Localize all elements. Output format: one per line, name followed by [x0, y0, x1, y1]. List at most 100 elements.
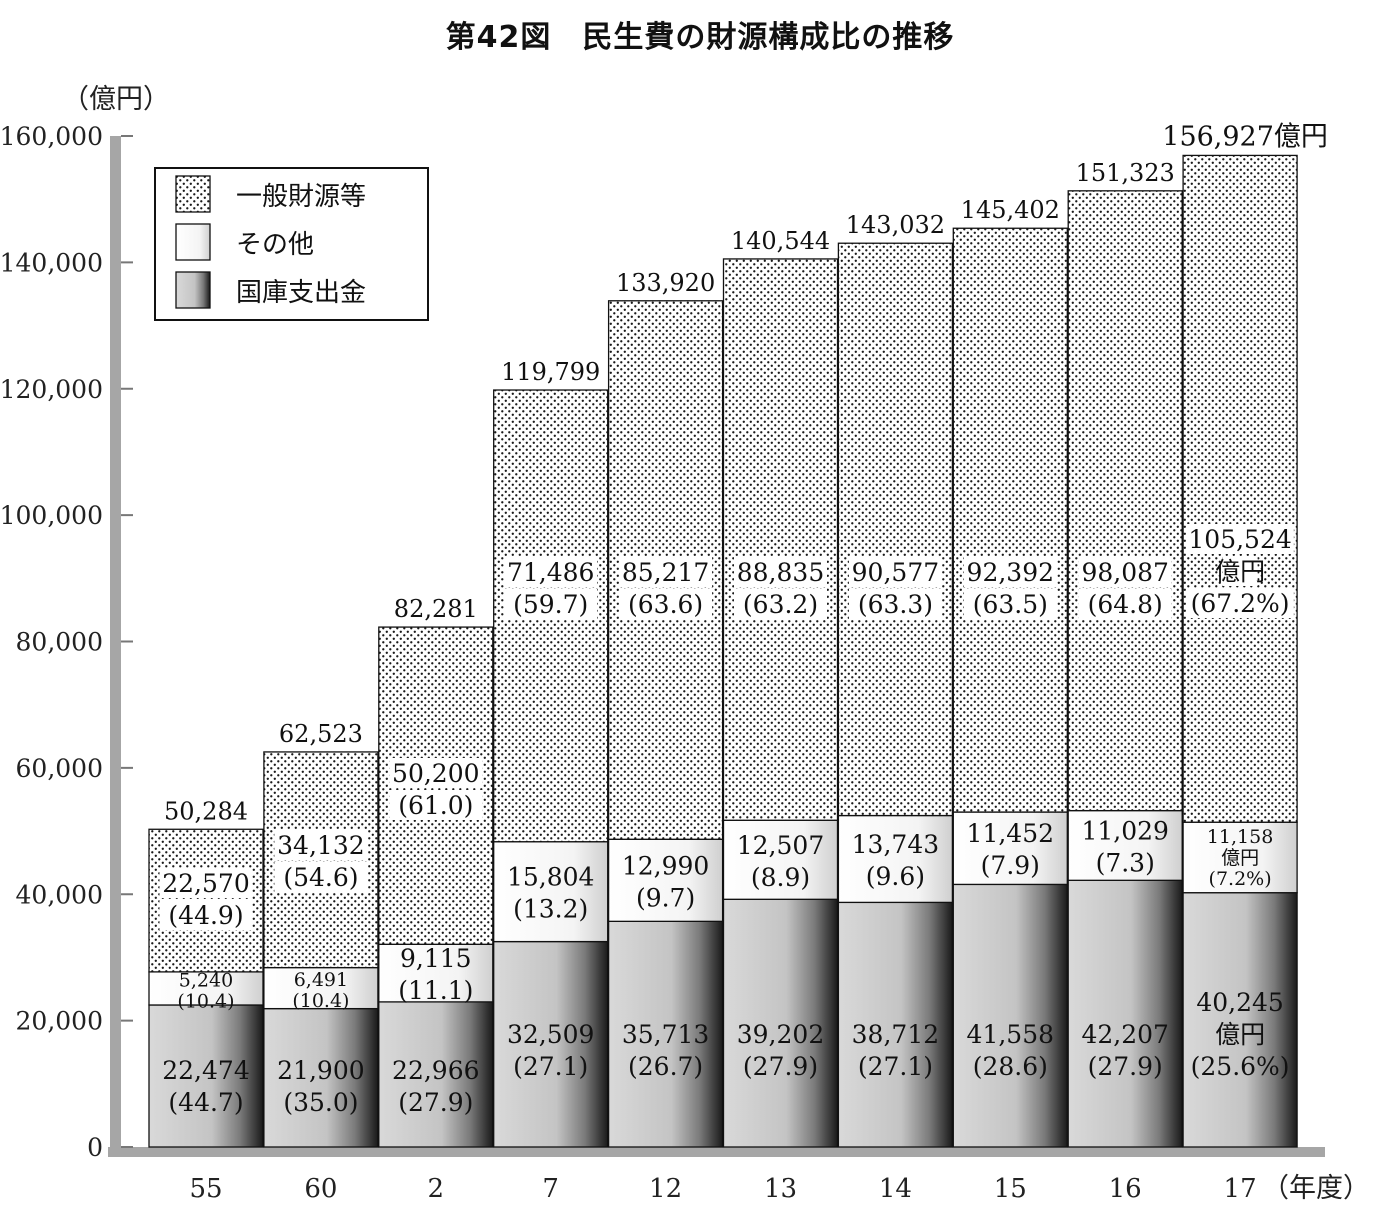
- segment-value-label: 41,558: [967, 1020, 1054, 1049]
- segment-value-label: 22,474: [162, 1056, 249, 1085]
- bar-segment-sonota: [263, 966, 379, 1010]
- bar-segment-sonota: [378, 943, 494, 1003]
- segment-value-label: 71,486: [507, 558, 594, 587]
- label-background: [734, 557, 827, 587]
- x-tick-label: 15: [994, 1174, 1027, 1204]
- segment-value-label: 5,240: [179, 969, 233, 991]
- legend-swatch: [175, 271, 211, 309]
- segment-value-label: 105,524: [1188, 525, 1291, 554]
- segment-value-label: 億円: [1215, 1020, 1265, 1049]
- legend-label: 一般財源等: [236, 182, 366, 212]
- segment-value-label: 50,200: [392, 759, 479, 788]
- bar-segment-ippan: [1067, 190, 1183, 812]
- segment-value-label: (59.7): [513, 590, 588, 619]
- segment-value-label: (64.8): [1088, 590, 1163, 619]
- segment-value-label: 90,577: [852, 558, 939, 587]
- segment-value-label: 32,509: [507, 1020, 594, 1049]
- label-background: [274, 862, 368, 892]
- label-background: [963, 589, 1057, 619]
- segment-value-label: 88,835: [737, 558, 824, 587]
- segment-value-label: 11,029: [1081, 816, 1168, 845]
- y-tick-label: 0: [87, 1133, 103, 1162]
- segment-value-label: 12,990: [622, 851, 709, 880]
- label-background: [619, 589, 713, 619]
- bar-total-label: 133,920: [616, 269, 715, 297]
- legend-swatch: [175, 223, 211, 261]
- segment-value-label: (7.2%): [1209, 868, 1272, 890]
- y-tick-label: 120,000: [0, 375, 103, 404]
- bar-segment-sonota: [837, 814, 954, 904]
- bar-segment-sonota: [493, 841, 609, 943]
- segment-value-label: 98,087: [1081, 558, 1168, 587]
- bar-total-label: 62,523: [279, 720, 363, 748]
- segment-value-label: 39,202: [737, 1020, 824, 1049]
- segment-value-label: (44.9): [168, 901, 243, 930]
- segment-value-label: (35.0): [283, 1088, 358, 1117]
- segment-value-label: 6,491: [294, 969, 348, 991]
- bar-segment-kokko: [263, 1007, 379, 1148]
- segment-value-label: 11,158: [1207, 826, 1273, 848]
- segment-value-label: 38,712: [852, 1020, 939, 1049]
- bar-total-label: 140,544: [731, 227, 830, 255]
- y-tick-label: 40,000: [16, 880, 103, 909]
- segment-value-label: (63.6): [628, 590, 703, 619]
- label-background: [1078, 557, 1172, 587]
- bar-total-label: 143,032: [846, 211, 945, 239]
- segment-value-label: 40,245: [1196, 988, 1283, 1017]
- segment-value-label: 35,713: [622, 1020, 709, 1049]
- segment-value-label: (11.1): [398, 976, 473, 1005]
- bar-total-label: 119,799: [501, 358, 600, 386]
- segment-value-label: (27.9): [1088, 1052, 1163, 1081]
- y-tick-label: 140,000: [0, 248, 103, 277]
- segment-value-label: (7.9): [981, 851, 1040, 880]
- label-background: [848, 557, 942, 587]
- segment-value-label: (27.1): [858, 1052, 933, 1081]
- segment-value-label: (67.2%): [1191, 589, 1290, 618]
- bar-total-label: 156,927億円: [1162, 121, 1328, 152]
- bar-segment-kokko: [607, 920, 724, 1148]
- segment-value-label: (26.7): [628, 1052, 703, 1081]
- segment-value-label: 15,804: [507, 863, 594, 892]
- x-tick-label: 12: [649, 1174, 682, 1204]
- segment-value-label: 92,392: [967, 558, 1054, 587]
- segment-value-label: 85,217: [622, 558, 709, 587]
- y-tick-label: 20,000: [16, 1007, 103, 1036]
- label-background: [963, 557, 1057, 587]
- segment-value-label: 13,743: [852, 830, 939, 859]
- bar-segment-sonota: [722, 819, 839, 900]
- x-tick-label: 55: [189, 1174, 222, 1204]
- bar-segment-kokko: [722, 898, 839, 1148]
- segment-value-label: 12,507: [737, 831, 824, 860]
- bar-segment-kokko: [952, 883, 1068, 1148]
- segment-value-label: (13.2): [513, 895, 588, 924]
- segment-value-label: 22,966: [392, 1056, 479, 1085]
- bar-segment-kokko: [1182, 892, 1298, 1148]
- segment-value-label: 9,115: [400, 944, 472, 973]
- segment-value-label: (10.4): [292, 990, 349, 1012]
- label-background: [1186, 588, 1294, 618]
- bars-layer: [148, 154, 1298, 1148]
- segment-value-label: (27.1): [513, 1052, 588, 1081]
- segment-value-label: (63.5): [973, 590, 1048, 619]
- label-background: [1222, 556, 1258, 586]
- y-tick-label: 80,000: [16, 628, 103, 657]
- label-background: [389, 758, 483, 788]
- segment-value-label: (8.9): [751, 863, 810, 892]
- segment-value-label: (63.3): [858, 590, 933, 619]
- x-axis-line: [108, 1147, 1325, 1157]
- bar-segment-kokko: [493, 940, 609, 1148]
- x-tick-label: 17: [1224, 1174, 1257, 1204]
- bar-segment-sonota: [607, 838, 724, 922]
- y-tick-label: 160,000: [0, 122, 103, 151]
- label-background: [504, 589, 598, 619]
- legend-label: その他: [236, 230, 314, 260]
- segment-value-label: 21,900: [277, 1056, 364, 1085]
- segment-value-label: (10.4): [177, 990, 234, 1012]
- segment-value-label: 億円: [1221, 847, 1259, 869]
- segment-value-label: (63.2): [743, 590, 818, 619]
- segment-value-label: (28.6): [973, 1052, 1048, 1081]
- label-background: [1078, 589, 1172, 619]
- segment-value-label: 22,570: [162, 869, 249, 898]
- bar-segment-ippan: [837, 242, 954, 817]
